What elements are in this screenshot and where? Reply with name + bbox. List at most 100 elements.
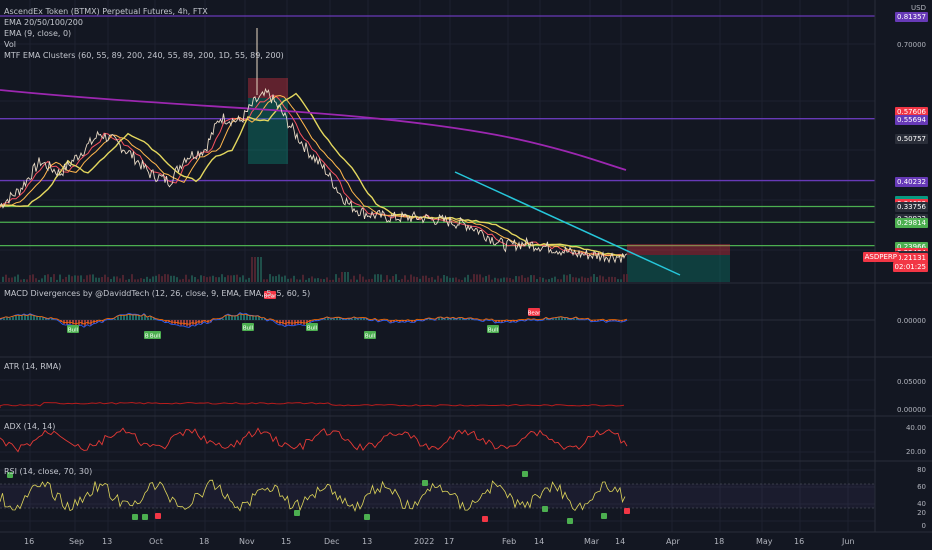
- time-label-3: Oct: [149, 537, 163, 546]
- volume-bar: [269, 274, 271, 282]
- volume-bar: [353, 275, 355, 282]
- volume-bar: [566, 275, 568, 282]
- volume-bar: [302, 274, 304, 282]
- volume-bar: [494, 277, 496, 282]
- time-label-15: Apr: [666, 537, 680, 546]
- volume-bar: [626, 274, 628, 282]
- volume-bar: [614, 277, 616, 282]
- volume-bar: [92, 274, 94, 282]
- price-label-11: 0.23966: [895, 241, 928, 252]
- currency-label: USD: [911, 4, 926, 12]
- volume-bar: [278, 274, 280, 282]
- volume-bar: [125, 279, 127, 282]
- macd-line: [0, 312, 628, 328]
- time-label-19: Jun: [842, 537, 855, 546]
- macd-histogram-bar: [429, 318, 431, 320]
- macd-histogram-bar: [141, 316, 143, 320]
- volume-bar: [44, 275, 46, 282]
- divergence-tag-bear: [264, 291, 276, 299]
- price-label-3: 0.50757: [895, 134, 928, 145]
- rsi-divergence-marker: [522, 471, 528, 477]
- volume-bar: [569, 274, 571, 282]
- macd-histogram-bar: [39, 316, 41, 320]
- macd-histogram-bar: [546, 317, 548, 320]
- price-label-14: 0.21131: [895, 253, 928, 263]
- volume-bar: [122, 274, 124, 282]
- ema-lines: [0, 89, 627, 258]
- volume-bar: [407, 279, 409, 282]
- grid-lines: [0, 0, 875, 532]
- volume-bar: [554, 276, 556, 282]
- volume-bar: [392, 276, 394, 282]
- macd-histogram-bar: [612, 320, 614, 321]
- macd-histogram-bar: [138, 315, 140, 320]
- divergence-tag-text: Bull: [488, 328, 499, 334]
- macd-histogram-bar: [42, 317, 44, 320]
- macd-histogram-bar: [6, 317, 8, 320]
- volume-bar: [617, 279, 619, 282]
- volume-bar: [50, 277, 52, 282]
- volume-bar: [401, 278, 403, 282]
- trend-line: [454, 171, 681, 276]
- volume-bar: [284, 275, 286, 282]
- volume-bar: [599, 275, 601, 282]
- time-label-9: 2022: [414, 537, 435, 546]
- volume-bar: [551, 277, 553, 282]
- volume-bar: [95, 277, 97, 282]
- rsi-divergence-marker: [132, 514, 138, 520]
- time-label-18: 16: [794, 537, 805, 546]
- volume-bar: [158, 274, 160, 282]
- volume-bar: [164, 274, 166, 282]
- rsi-divergence-marker: [422, 480, 428, 486]
- volume-bar: [578, 278, 580, 282]
- volume-bar: [140, 278, 142, 282]
- volume-bar: [620, 279, 622, 282]
- volume-bar: [596, 276, 598, 282]
- volume-bar: [467, 274, 469, 282]
- macd-histogram-bar: [24, 314, 26, 320]
- macd-histogram-bar: [555, 318, 557, 320]
- macd-histogram-bar: [150, 316, 152, 320]
- macd-histogram-bar: [219, 319, 221, 320]
- macd-histogram-bar: [378, 320, 380, 322]
- macd-histogram-bar: [441, 317, 443, 320]
- volume-bars: [2, 257, 628, 282]
- macd-histogram-bar: [558, 317, 560, 320]
- macd-histogram-bar: [231, 315, 233, 320]
- volume-bar: [86, 275, 88, 282]
- macd-histogram-bar: [9, 317, 11, 320]
- volume-bar: [59, 274, 61, 282]
- volume-bar: [218, 277, 220, 282]
- volume-bar: [83, 279, 85, 282]
- volume-bar: [212, 275, 214, 282]
- macd-histogram-bar: [591, 320, 593, 322]
- volume-bar: [116, 276, 118, 282]
- macd-histogram-bar: [552, 318, 554, 320]
- macd-pane: [0, 312, 875, 328]
- volume-bar: [41, 278, 43, 282]
- volume-bar: [476, 274, 478, 282]
- volume-bar: [89, 274, 91, 282]
- divergence-tag-bull: [306, 323, 318, 331]
- macd-histogram-bar: [609, 320, 611, 322]
- rsi-axis-20: 20: [917, 509, 926, 517]
- volume-bar: [230, 275, 232, 282]
- macd-histogram-bar: [453, 317, 455, 320]
- macd-histogram-bar: [180, 320, 182, 326]
- ema-20: [0, 94, 625, 257]
- macd-histogram-bar: [192, 320, 194, 325]
- macd-histogram-bar: [117, 316, 119, 320]
- macd-histogram-bar: [513, 320, 515, 322]
- volume-bar: [449, 277, 451, 282]
- macd-histogram-bar: [96, 320, 98, 323]
- volume-bar: [167, 274, 169, 282]
- volume-bar: [413, 276, 415, 282]
- volume-bar: [194, 277, 196, 282]
- volume-bar: [275, 276, 277, 282]
- volume-bar: [203, 276, 205, 282]
- volume-bar: [32, 274, 34, 282]
- volume-bar: [581, 276, 583, 282]
- volume-bar: [254, 257, 256, 282]
- macd-histogram-bar: [447, 317, 449, 320]
